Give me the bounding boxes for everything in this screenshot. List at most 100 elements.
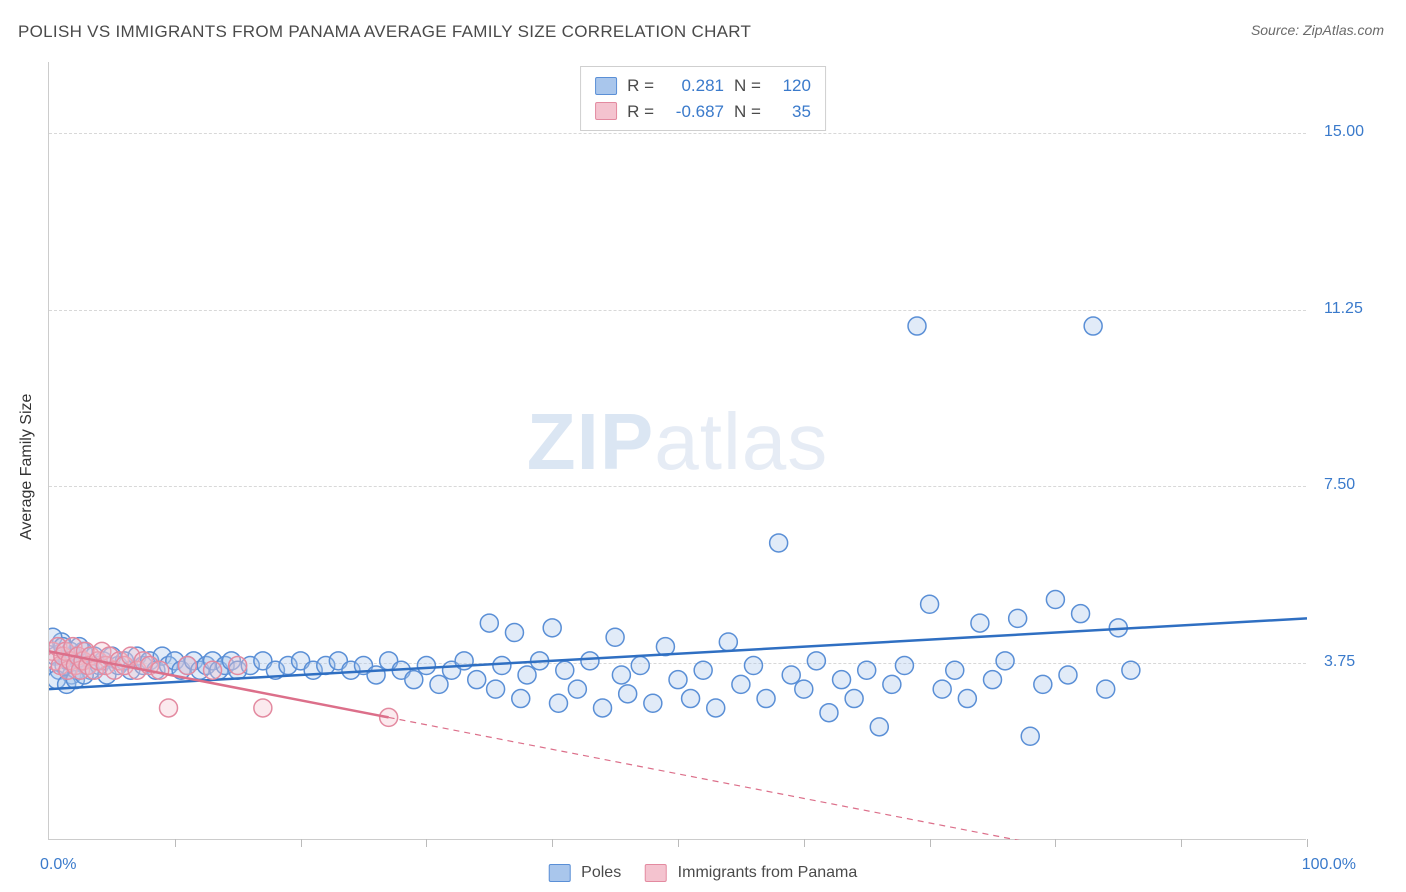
y-tick-label: 11.25 xyxy=(1324,300,1363,318)
data-point xyxy=(487,680,505,698)
data-point xyxy=(833,671,851,689)
x-tick xyxy=(426,839,427,847)
data-point xyxy=(405,671,423,689)
bottom-legend: Poles Immigrants from Panama xyxy=(549,864,858,882)
data-point xyxy=(160,699,178,717)
data-point xyxy=(845,690,863,708)
x-min-label: 0.0% xyxy=(40,856,76,874)
data-point xyxy=(556,661,574,679)
n-value-1: 120 xyxy=(771,73,811,99)
n-value-2: 35 xyxy=(771,99,811,125)
r-label-1: R = xyxy=(627,73,654,99)
x-tick xyxy=(930,839,931,847)
x-tick xyxy=(1307,839,1308,847)
x-tick xyxy=(804,839,805,847)
data-point xyxy=(568,680,586,698)
data-point xyxy=(468,671,486,689)
legend-swatch-1 xyxy=(549,864,571,882)
data-point xyxy=(644,694,662,712)
data-point xyxy=(204,661,222,679)
data-point xyxy=(719,633,737,651)
stats-box: R = 0.281 N = 120 R = -0.687 N = 35 xyxy=(580,66,826,131)
x-tick xyxy=(301,839,302,847)
data-point xyxy=(480,614,498,632)
n-label-1: N = xyxy=(734,73,761,99)
r-value-2: -0.687 xyxy=(664,99,724,125)
data-point xyxy=(606,628,624,646)
data-point xyxy=(493,657,511,675)
data-point xyxy=(820,704,838,722)
x-tick xyxy=(552,839,553,847)
data-point xyxy=(1084,317,1102,335)
r-label-2: R = xyxy=(627,99,654,125)
stats-row-2: R = -0.687 N = 35 xyxy=(595,99,811,125)
chart-source: Source: ZipAtlas.com xyxy=(1251,22,1384,38)
data-point xyxy=(430,675,448,693)
y-tick-label: 7.50 xyxy=(1324,476,1355,494)
data-point xyxy=(151,661,169,679)
data-point xyxy=(694,661,712,679)
data-point xyxy=(367,666,385,684)
data-point xyxy=(744,657,762,675)
data-point xyxy=(757,690,775,708)
data-point xyxy=(669,671,687,689)
data-point xyxy=(549,694,567,712)
data-point xyxy=(946,661,964,679)
legend-label-1: Poles xyxy=(581,864,621,881)
stats-swatch-1 xyxy=(595,77,617,95)
data-point xyxy=(782,666,800,684)
x-tick xyxy=(1181,839,1182,847)
data-point xyxy=(543,619,561,637)
data-point xyxy=(1034,675,1052,693)
x-tick xyxy=(1055,839,1056,847)
data-point xyxy=(1122,661,1140,679)
data-point xyxy=(594,699,612,717)
data-point xyxy=(933,680,951,698)
data-point xyxy=(518,666,536,684)
data-point xyxy=(619,685,637,703)
y-tick-label: 3.75 xyxy=(1324,653,1355,671)
legend-swatch-2 xyxy=(645,864,667,882)
data-point xyxy=(795,680,813,698)
data-point xyxy=(908,317,926,335)
data-point xyxy=(512,690,530,708)
data-point xyxy=(921,595,939,613)
data-point xyxy=(971,614,989,632)
data-point xyxy=(870,718,888,736)
data-point xyxy=(984,671,1002,689)
data-point xyxy=(417,657,435,675)
data-point xyxy=(505,624,523,642)
data-point xyxy=(1072,605,1090,623)
chart-title: POLISH VS IMMIGRANTS FROM PANAMA AVERAGE… xyxy=(18,22,751,42)
data-point xyxy=(1046,591,1064,609)
y-tick-label: 15.00 xyxy=(1324,123,1364,141)
trend-line-extension xyxy=(389,717,1307,840)
x-max-label: 100.0% xyxy=(1302,856,1356,874)
data-point xyxy=(707,699,725,717)
data-point xyxy=(958,690,976,708)
data-point xyxy=(631,657,649,675)
data-point xyxy=(1021,727,1039,745)
n-label-2: N = xyxy=(734,99,761,125)
legend-item-1: Poles xyxy=(549,864,621,882)
data-point xyxy=(858,661,876,679)
stats-row-1: R = 0.281 N = 120 xyxy=(595,73,811,99)
data-point xyxy=(770,534,788,552)
stats-swatch-2 xyxy=(595,102,617,120)
data-point xyxy=(178,657,196,675)
data-point xyxy=(883,675,901,693)
data-point xyxy=(732,675,750,693)
data-point xyxy=(895,657,913,675)
x-tick xyxy=(678,839,679,847)
data-point xyxy=(1009,609,1027,627)
y-axis-label: Average Family Size xyxy=(18,394,36,540)
data-point xyxy=(254,699,272,717)
plot-area: ZIPatlas xyxy=(48,62,1306,840)
data-point xyxy=(1097,680,1115,698)
data-point xyxy=(682,690,700,708)
data-point xyxy=(612,666,630,684)
data-point xyxy=(807,652,825,670)
data-point xyxy=(996,652,1014,670)
chart-svg xyxy=(49,62,1307,840)
data-point xyxy=(1059,666,1077,684)
